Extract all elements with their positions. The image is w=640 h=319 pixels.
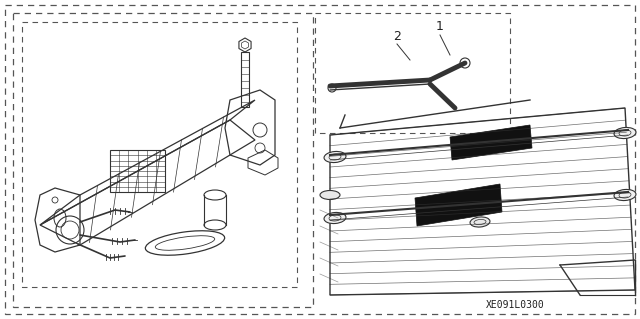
Text: 1: 1 xyxy=(436,20,444,33)
Ellipse shape xyxy=(324,152,346,163)
Bar xyxy=(241,52,249,107)
Ellipse shape xyxy=(470,217,490,227)
Polygon shape xyxy=(450,125,532,160)
Bar xyxy=(22,22,297,287)
Ellipse shape xyxy=(614,189,636,201)
Bar xyxy=(110,150,165,192)
Bar xyxy=(315,13,510,133)
Polygon shape xyxy=(415,184,502,226)
Ellipse shape xyxy=(320,190,340,199)
Text: XE091L0300: XE091L0300 xyxy=(486,300,545,310)
Text: 2: 2 xyxy=(393,30,401,43)
Bar xyxy=(13,13,313,307)
Ellipse shape xyxy=(614,127,636,138)
Ellipse shape xyxy=(324,212,346,224)
